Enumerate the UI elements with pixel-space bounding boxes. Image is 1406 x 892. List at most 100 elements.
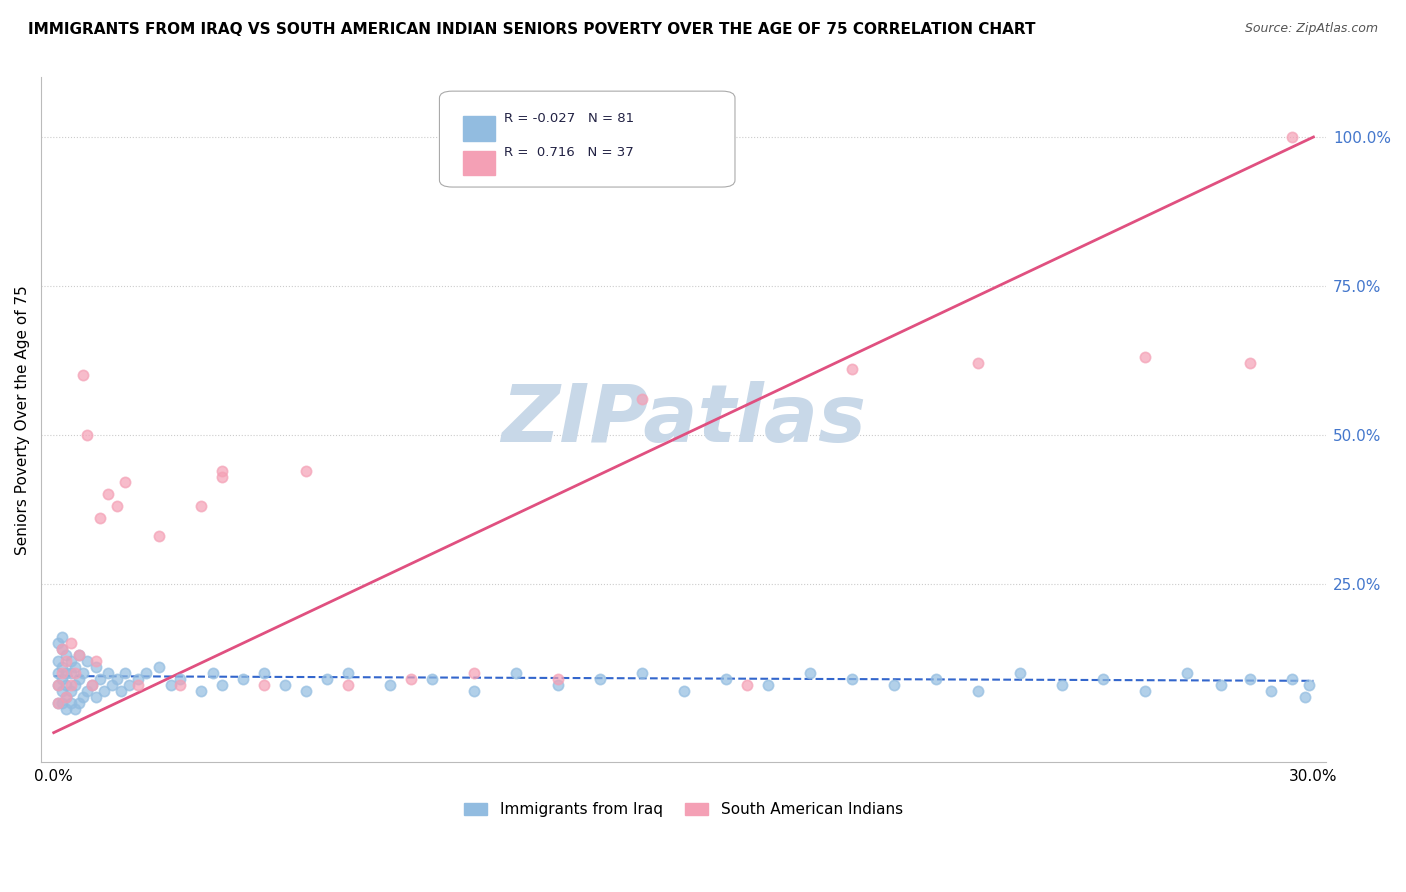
Point: [59, 684, 82, 698]
Text: R = -0.027   N = 81: R = -0.027 N = 81: [503, 112, 634, 125]
Y-axis label: Seniors Poverty Over the Age of 75: Seniors Poverty Over the Age of 75: [15, 285, 30, 555]
Point: [67, 696, 90, 710]
Point: [1177, 666, 1199, 681]
Point: [105, 500, 128, 514]
Point: [135, 666, 157, 681]
Point: [148, 660, 170, 674]
Point: [55, 690, 77, 704]
Point: [67, 672, 90, 686]
Point: [399, 672, 422, 686]
Point: [1281, 130, 1303, 145]
Point: [336, 666, 359, 681]
Point: [63, 660, 86, 674]
Point: [232, 672, 254, 686]
Point: [55, 690, 77, 704]
Point: [51, 696, 73, 710]
Point: [105, 672, 128, 686]
Point: [672, 684, 695, 698]
Point: [756, 678, 779, 692]
Text: R =  0.716   N = 37: R = 0.716 N = 37: [503, 146, 634, 160]
Text: Source: ZipAtlas.com: Source: ZipAtlas.com: [1244, 22, 1378, 36]
Point: [97, 487, 120, 501]
Point: [46, 696, 69, 710]
Point: [55, 654, 77, 668]
Text: ZIPatlas: ZIPatlas: [501, 381, 866, 459]
FancyBboxPatch shape: [440, 91, 735, 187]
Point: [67, 648, 90, 663]
Point: [190, 684, 212, 698]
Point: [51, 642, 73, 657]
Point: [76, 654, 98, 668]
Point: [1135, 684, 1157, 698]
Text: IMMIGRANTS FROM IRAQ VS SOUTH AMERICAN INDIAN SENIORS POVERTY OVER THE AGE OF 75: IMMIGRANTS FROM IRAQ VS SOUTH AMERICAN I…: [28, 22, 1036, 37]
Point: [505, 666, 527, 681]
Point: [59, 696, 82, 710]
Point: [1239, 672, 1261, 686]
Point: [55, 666, 77, 681]
Point: [294, 464, 316, 478]
Point: [463, 666, 485, 681]
Point: [1298, 678, 1320, 692]
Point: [1092, 672, 1115, 686]
Point: [841, 362, 863, 376]
Point: [1294, 690, 1316, 704]
Point: [84, 690, 107, 704]
Point: [315, 672, 337, 686]
Point: [463, 684, 485, 698]
Point: [378, 678, 401, 692]
Point: [169, 672, 191, 686]
Point: [735, 678, 758, 692]
Point: [59, 654, 82, 668]
Bar: [463, 151, 495, 176]
Point: [84, 654, 107, 668]
Point: [273, 678, 295, 692]
Point: [148, 529, 170, 543]
Point: [114, 666, 136, 681]
Bar: [463, 117, 495, 141]
Point: [1008, 666, 1031, 681]
Point: [46, 666, 69, 681]
Point: [127, 678, 149, 692]
Point: [630, 392, 652, 406]
Point: [59, 678, 82, 692]
Point: [84, 660, 107, 674]
Point: [547, 672, 569, 686]
Point: [55, 648, 77, 663]
Point: [841, 672, 863, 686]
Point: [336, 678, 359, 692]
Point: [59, 636, 82, 650]
Point: [630, 666, 652, 681]
Point: [114, 475, 136, 490]
Point: [51, 666, 73, 681]
Point: [63, 666, 86, 681]
Point: [127, 672, 149, 686]
Point: [211, 464, 233, 478]
Point: [97, 666, 120, 681]
Point: [966, 684, 988, 698]
Point: [101, 678, 124, 692]
Point: [1209, 678, 1232, 692]
Point: [211, 678, 233, 692]
Point: [883, 678, 905, 692]
Point: [118, 678, 141, 692]
Point: [67, 648, 90, 663]
Point: [46, 636, 69, 650]
Point: [1050, 678, 1073, 692]
Point: [46, 654, 69, 668]
Point: [253, 666, 276, 681]
Point: [169, 678, 191, 692]
Point: [46, 678, 69, 692]
Point: [110, 684, 132, 698]
Point: [253, 678, 276, 692]
Point: [72, 368, 94, 383]
Point: [76, 427, 98, 442]
Point: [55, 702, 77, 716]
Point: [89, 672, 111, 686]
Point: [294, 684, 316, 698]
Point: [547, 678, 569, 692]
Point: [51, 631, 73, 645]
Point: [1281, 672, 1303, 686]
Point: [63, 678, 86, 692]
Point: [588, 672, 610, 686]
Point: [76, 684, 98, 698]
